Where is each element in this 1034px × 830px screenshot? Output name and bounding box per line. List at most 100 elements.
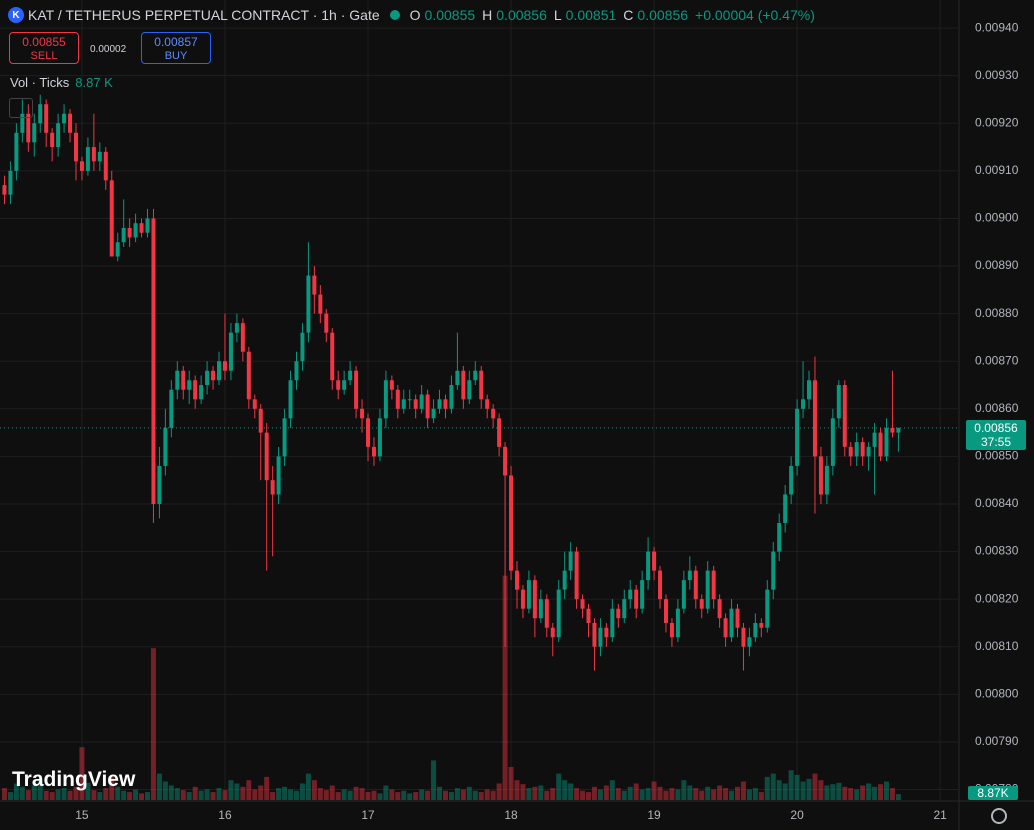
candle-body [187, 380, 192, 390]
header: K KAT / TETHERUS PERPETUAL CONTRACT · 1h… [8, 7, 818, 23]
volume-bar [562, 780, 568, 800]
volume-bar [895, 794, 901, 800]
candle-body [312, 275, 317, 295]
volume-bar [597, 789, 603, 800]
volume-bar [574, 788, 580, 800]
candle-body [79, 161, 84, 171]
volume-bar [651, 781, 657, 800]
volume-bar [174, 788, 180, 800]
volume-bar [216, 788, 222, 800]
last-price: 0.00856 [974, 421, 1018, 435]
candle-body [669, 622, 674, 638]
volume-bar [168, 785, 174, 800]
volume-bar [442, 790, 448, 800]
buy-button[interactable]: 0.00857 BUY [141, 32, 211, 64]
x-tick-label: 16 [218, 808, 232, 822]
x-tick-label: 21 [933, 808, 947, 822]
candle-body [109, 180, 114, 257]
volume-bar [311, 780, 317, 800]
volume-bar [490, 790, 496, 800]
volume-bar [478, 792, 484, 800]
volume-bar [55, 789, 61, 800]
candle-body [234, 323, 239, 333]
volume-bar [425, 790, 431, 800]
volume-bar [693, 788, 699, 800]
volume-bar [37, 780, 43, 800]
candle-body [228, 332, 233, 371]
candle-body [354, 370, 359, 409]
volume-bar [73, 786, 79, 800]
volume-bar [812, 773, 818, 800]
candle-body [366, 418, 371, 447]
volume-bar [645, 788, 651, 800]
volume-bar [413, 792, 419, 800]
volume-bar [770, 773, 776, 800]
volume-bar [85, 782, 91, 800]
symbol-title: KAT / TETHERUS PERPETUAL CONTRACT · 1h ·… [28, 7, 380, 23]
volume-bar [431, 760, 437, 800]
volume-bar [31, 785, 37, 800]
collapse-button[interactable] [9, 98, 33, 118]
y-tick-label: 0.00840 [975, 496, 1019, 510]
candle-body [211, 370, 216, 381]
candle-body [336, 380, 341, 390]
volume-bar [776, 780, 782, 800]
y-tick-label: 0.00900 [975, 211, 1019, 225]
candle-body [133, 223, 138, 238]
volume-bar [371, 790, 377, 800]
volume-bar [156, 773, 162, 800]
candle-body [848, 446, 853, 457]
candle-body [580, 599, 585, 609]
candle-body [896, 427, 901, 433]
volume-bar [407, 793, 413, 800]
candle-body [169, 389, 174, 428]
volume-bar [568, 783, 574, 800]
candle-body [771, 551, 776, 590]
volume-bar [889, 788, 895, 800]
candle-body [330, 332, 335, 381]
volume-bar [818, 780, 824, 800]
volume-bar [830, 784, 836, 800]
volume-bar [848, 788, 854, 800]
candle-body [550, 627, 555, 638]
y-tick-label: 0.00790 [975, 734, 1019, 748]
volume-bar [705, 786, 711, 800]
settings-button[interactable] [991, 808, 1007, 824]
volume-bar [866, 783, 872, 800]
candle-body [538, 599, 543, 619]
volume-bar [794, 774, 800, 800]
candle-body [103, 151, 108, 181]
candle-body [222, 361, 227, 371]
volume-bar [365, 792, 371, 800]
candle-body [616, 608, 621, 619]
candle-body [407, 399, 412, 401]
volume-bar [609, 780, 615, 800]
volume-bar [514, 780, 520, 800]
sell-button[interactable]: 0.00855 SELL [9, 32, 79, 64]
candle-body [628, 589, 633, 600]
volume-bar [699, 790, 705, 800]
volume-bar [61, 788, 67, 800]
candle-body [663, 599, 668, 623]
candle-body [240, 323, 245, 352]
volume-bar [246, 780, 252, 800]
volume-bar [508, 767, 514, 800]
countdown: 37:55 [980, 435, 1012, 449]
volume-bar [19, 786, 25, 800]
volume-bar [603, 785, 609, 800]
volume-bar [293, 790, 299, 800]
volume-bar [7, 792, 13, 800]
y-tick-label: 0.00820 [975, 591, 1019, 605]
candle-body [485, 399, 490, 409]
volume-bar [764, 776, 770, 800]
candle-body [598, 627, 603, 647]
volume-bar [401, 790, 407, 800]
volume-bar [198, 790, 204, 800]
volume-bar [258, 785, 264, 800]
volume-bar [43, 790, 49, 800]
volume-bar [109, 776, 115, 800]
candle-body [199, 385, 204, 400]
candle-body [640, 580, 645, 609]
candle-body [32, 123, 37, 143]
candle-body [449, 385, 454, 409]
